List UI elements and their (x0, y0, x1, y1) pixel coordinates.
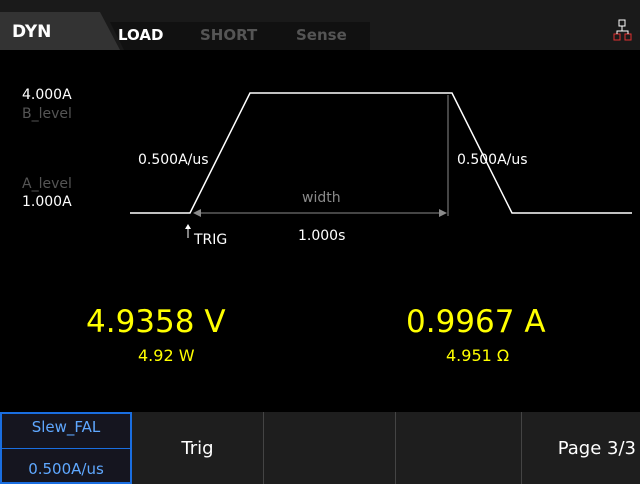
power: 4.92 W (138, 346, 195, 365)
softkey[interactable] (264, 412, 396, 484)
softkey-label: Trig (181, 437, 214, 459)
width-label: width (302, 190, 341, 206)
width-value: 1.000s (298, 228, 346, 244)
tab-shapes (0, 12, 632, 50)
high-label: B_level (22, 106, 72, 122)
tab[interactable]: LOAD (118, 26, 164, 44)
low-label: A_level (22, 176, 72, 192)
trigger: TRIG (194, 232, 228, 248)
softkey[interactable]: Page 3/3 (522, 412, 640, 484)
softkey[interactable]: Trig (132, 412, 264, 484)
voltage: 4.9358 V (86, 304, 226, 340)
softkey[interactable]: Slew_FAL 0.500A/us (0, 412, 132, 484)
softkey[interactable] (396, 412, 522, 484)
current: 0.9967 A (406, 304, 546, 340)
softkey-label: Slew_FAL (31, 418, 101, 436)
softkey-value: 0.500A/us (28, 460, 104, 478)
fall-slew: 0.500A/us (457, 152, 528, 168)
waveform (130, 92, 632, 238)
resistance: 4.951 Ω (446, 346, 510, 365)
high-value: 4.000A (22, 87, 72, 103)
low-value: 1.000A (22, 194, 72, 210)
mode: DYN (12, 22, 52, 42)
tab[interactable]: SHORT (200, 26, 258, 44)
softkey-label: Page 3/3 (557, 437, 636, 459)
rise-slew: 0.500A/us (138, 152, 209, 168)
tab[interactable]: Sense (296, 26, 347, 44)
